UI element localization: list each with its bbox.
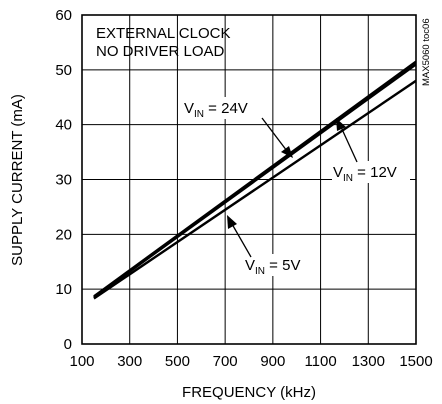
series-label-24v: VIN = 24V bbox=[184, 100, 248, 120]
pointer-arrowhead bbox=[281, 146, 293, 158]
y-tick-label: 30 bbox=[55, 172, 72, 189]
pointer-line bbox=[261, 117, 288, 152]
y-tick-label: 40 bbox=[55, 117, 72, 134]
figure-id-label: MAX5060 toc06 bbox=[421, 18, 432, 86]
series-lines bbox=[93, 60, 416, 300]
x-tick-label: 300 bbox=[117, 353, 142, 370]
y-tick-label: 20 bbox=[55, 226, 72, 243]
y-tick-label: 0 bbox=[64, 336, 72, 353]
series-line-2 bbox=[93, 63, 416, 299]
series-label-5v: VIN = 5V bbox=[245, 257, 300, 277]
series-line-3 bbox=[93, 79, 416, 300]
note-line-2: NO DRIVER LOAD bbox=[96, 43, 225, 60]
note-line-1: EXTERNAL CLOCK bbox=[96, 25, 230, 42]
pointer-line bbox=[340, 126, 358, 163]
x-tick-label: 900 bbox=[260, 353, 285, 370]
annotation-vin-24v: VIN = 24V bbox=[183, 97, 293, 158]
pointer-arrowhead bbox=[336, 118, 346, 131]
annotation-vin-5v: VIN = 5V bbox=[227, 215, 316, 277]
x-tick-label: 1500 bbox=[399, 353, 432, 370]
x-tick-label: 1100 bbox=[304, 353, 336, 370]
x-tick-label: 100 bbox=[69, 353, 94, 370]
y-axis-label: SUPPLY CURRENT (mA) bbox=[9, 94, 26, 266]
annotation-bg bbox=[332, 161, 410, 183]
tick-labels: 100 300 500 700 900 1100 1300 1500 0 10 20 30 40 50 60 bbox=[55, 7, 432, 370]
x-tick-label: 1300 bbox=[352, 353, 385, 370]
annotation-bg bbox=[244, 254, 316, 276]
grid bbox=[81, 14, 417, 345]
series-label-12v: VIN = 12V bbox=[333, 164, 397, 184]
annotation-vin-12v: VIN = 12V bbox=[332, 118, 410, 184]
y-tick-label: 60 bbox=[55, 7, 72, 24]
annotation-bg bbox=[183, 97, 265, 119]
y-tick-label: 10 bbox=[55, 281, 72, 298]
x-tick-label: 700 bbox=[213, 353, 238, 370]
x-axis-label: FREQUENCY (kHz) bbox=[182, 384, 316, 401]
x-tick-label: 500 bbox=[165, 353, 190, 370]
y-tick-label: 50 bbox=[55, 62, 72, 79]
pointer-line bbox=[231, 223, 252, 258]
plot-frame bbox=[81, 14, 417, 345]
pointer-arrowhead bbox=[227, 215, 237, 229]
